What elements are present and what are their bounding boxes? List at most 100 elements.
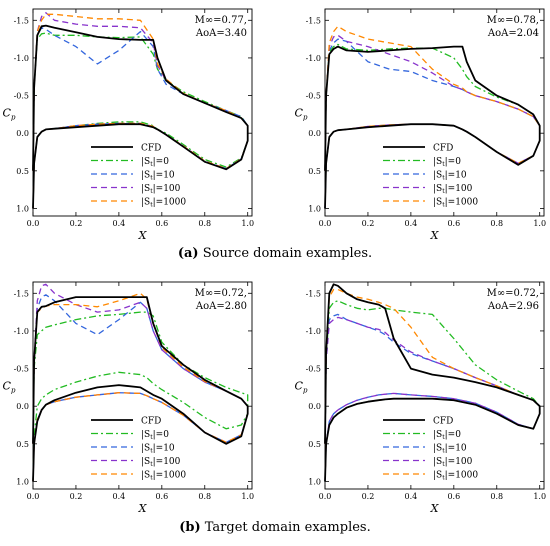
y-tick-label: -0.5 [14,365,29,374]
cp-chart-2: 0.0 0.2 0.4 0.6 0.8 1.0 -1.5 -1.0 -0.5 0.0 0.5 1.0 X… [295,8,546,242]
legend-suffix: |=0 [153,430,170,440]
x-tick-label: 0.6 [155,219,168,228]
x-tick-label: 0.2 [70,492,83,501]
y-tick-label: -1.0 [14,327,29,336]
x-tick-label: 0.4 [113,492,126,501]
x-axis-label: X [430,502,440,515]
legend-suffix: |=1000 [445,198,479,208]
x-tick-label: 0.0 [27,219,40,228]
legend-suffix: |=1000 [153,198,187,208]
legend-subscript: t [442,188,445,195]
legend-subscript: t [442,461,445,468]
legend-suffix: |=100 [445,184,473,194]
legend-suffix: |=10 [445,171,467,181]
y-tick-label: -1.5 [14,16,29,25]
y-axis-label: Cp [3,380,16,395]
flow-condition-aoa: AoA=2.96 [487,301,539,312]
y-axis-label-subscript: p [303,387,308,395]
legend-entry: |St|=1000 [141,471,186,482]
legend-suffix: |=0 [445,157,462,167]
legend-subscript: t [442,202,445,209]
y-axis-label-subscript: p [303,114,308,122]
flow-condition-aoa: AoA=2.04 [487,28,539,39]
x-tick-label: 0.8 [490,492,503,501]
caption-source-domain: (a) Source domain examples. [0,246,550,261]
legend-subscript: t [150,202,153,209]
y-tick-label: 0.0 [308,129,321,138]
y-tick-label: 1.0 [16,477,29,486]
legend-entry: |St|=10 [141,444,175,455]
y-tick-label: 0.5 [16,440,29,449]
legend-subscript: t [150,475,153,482]
series-line-cfd [32,24,249,209]
y-tick-label: -1.5 [306,289,321,298]
cp-chart-1: 0.0 0.2 0.4 0.6 0.8 1.0 -1.5 -1.0 -0.5 0.0 0.5 1.0 X… [3,8,254,242]
caption-a-tag: (a) [177,246,199,261]
y-tick-label: 0.0 [16,129,29,138]
y-tick-label: -0.5 [14,92,29,101]
legend-entry: |St|=100 [141,457,181,468]
legend-subscript: t [150,461,153,468]
x-tick-label: 0.0 [319,492,332,501]
legend-entry: |St|=1000 [433,471,478,482]
legend-entry: |St|=0 [141,157,169,168]
series-line-st-3 [32,283,249,482]
cp-chart-4: 0.0 0.2 0.4 0.6 0.8 1.0 -1.5 -1.0 -0.5 0.0 0.5 1.0 X… [295,281,546,515]
x-axis-label: X [138,502,148,515]
x-axis-label: X [430,229,440,242]
y-tick-label: 0.0 [308,402,321,411]
legend-entry: |St|=0 [433,430,461,441]
caption-b-tag: (b) [179,520,201,535]
legend-suffix: |=10 [445,444,467,454]
x-tick-label: 0.6 [447,219,460,228]
legend-entry: |St|=1000 [141,198,186,209]
series-line-st-1 [32,311,249,482]
legend-subscript: t [150,161,153,168]
y-tick-label: 1.0 [16,204,29,213]
legend-suffix: |=0 [445,430,462,440]
caption-b-text: Target domain examples. [200,520,371,535]
legend-entry: |St|=10 [433,171,467,182]
legend-suffix: |=1000 [445,471,479,481]
legend-entry: |St|=0 [433,157,461,168]
y-tick-label: -1.5 [14,289,29,298]
legend-subscript: t [150,188,153,195]
cp-chart-3: 0.0 0.2 0.4 0.6 0.8 1.0 -1.5 -1.0 -0.5 0.0 0.5 1.0 X… [3,281,254,515]
y-tick-label: -0.5 [306,365,321,374]
legend-subscript: t [442,475,445,482]
series-line-st-3 [324,34,541,209]
legend-suffix: |=10 [153,171,175,181]
caption-a-text: Source domain examples. [198,246,373,261]
y-tick-label: -1.5 [306,16,321,25]
legend-subscript: t [442,175,445,182]
x-tick-label: 0.2 [70,219,83,228]
y-axis-label-subscript: p [11,387,16,395]
legend-entry: |St|=10 [433,444,467,455]
y-tick-label: 1.0 [308,204,321,213]
series-line-st-4 [324,25,541,209]
legend-subscript: t [442,161,445,168]
y-axis-label-subscript: p [11,114,16,122]
x-axis-label: X [138,229,148,242]
y-tick-label: 0.5 [308,167,321,176]
y-tick-label: 0.5 [16,167,29,176]
flow-condition-aoa: AoA=2.80 [195,301,247,312]
x-tick-label: 1.0 [533,492,546,501]
x-tick-label: 0.6 [447,492,460,501]
x-tick-label: 0.8 [198,492,211,501]
series-line-cfd [32,296,249,482]
x-tick-label: 1.0 [241,219,254,228]
flow-condition-aoa: AoA=3.40 [195,28,247,39]
series-line-st-3 [324,316,541,482]
legend-entry: CFD [433,144,453,154]
legend-entry: |St|=1000 [433,198,478,209]
legend-entry: |St|=0 [141,430,169,441]
legend-entry: CFD [141,144,161,154]
legend-suffix: |=100 [445,457,473,467]
caption-target-domain: (b) Target domain examples. [0,520,550,535]
y-tick-label: 1.0 [308,477,321,486]
y-axis-label: Cp [295,380,308,395]
x-tick-label: 1.0 [533,219,546,228]
series-line-st-1 [32,32,249,209]
